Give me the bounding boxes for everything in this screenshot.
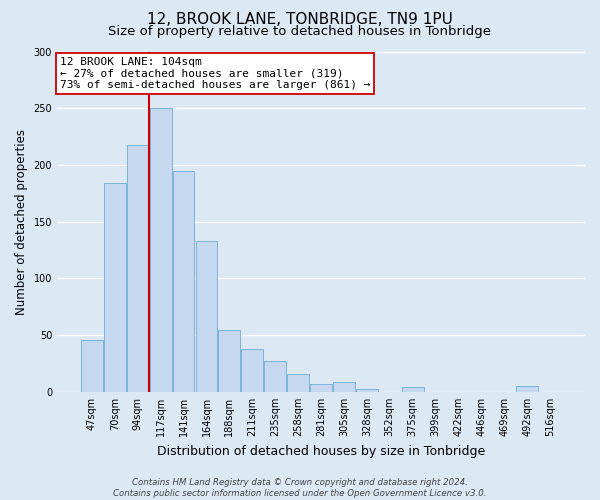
Bar — [333, 382, 355, 392]
Bar — [173, 170, 194, 392]
Text: 12 BROOK LANE: 104sqm
← 27% of detached houses are smaller (319)
73% of semi-det: 12 BROOK LANE: 104sqm ← 27% of detached … — [59, 56, 370, 90]
Text: 12, BROOK LANE, TONBRIDGE, TN9 1PU: 12, BROOK LANE, TONBRIDGE, TN9 1PU — [147, 12, 453, 28]
Y-axis label: Number of detached properties: Number of detached properties — [15, 128, 28, 314]
Bar — [196, 241, 217, 392]
Bar — [127, 144, 149, 392]
Bar — [310, 384, 332, 392]
Text: Size of property relative to detached houses in Tonbridge: Size of property relative to detached ho… — [109, 25, 491, 38]
Bar — [265, 362, 286, 392]
Bar — [287, 374, 309, 392]
Bar — [517, 386, 538, 392]
Bar — [104, 183, 126, 392]
Bar — [402, 388, 424, 392]
Bar — [356, 388, 378, 392]
X-axis label: Distribution of detached houses by size in Tonbridge: Distribution of detached houses by size … — [157, 444, 485, 458]
Text: Contains HM Land Registry data © Crown copyright and database right 2024.
Contai: Contains HM Land Registry data © Crown c… — [113, 478, 487, 498]
Bar — [81, 340, 103, 392]
Bar — [241, 349, 263, 392]
Bar — [218, 330, 240, 392]
Bar — [150, 108, 172, 392]
